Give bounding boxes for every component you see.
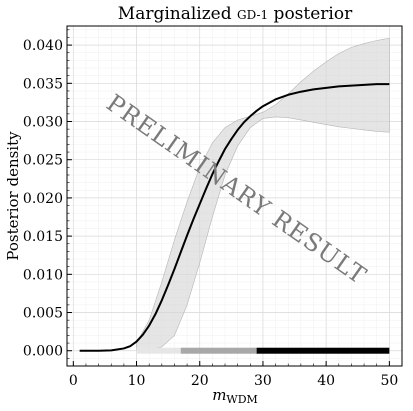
y-tick-label: 0.010 bbox=[23, 267, 63, 283]
x-axis-label-sub: WDM bbox=[226, 393, 257, 406]
y-tick-label: 0.000 bbox=[23, 344, 63, 360]
x-tick-label: 10 bbox=[128, 373, 146, 389]
x-tick-label: 40 bbox=[317, 373, 335, 389]
x-tick-label: 0 bbox=[69, 373, 78, 389]
y-axis-label: Posterior density bbox=[4, 131, 22, 261]
posterior-line-group bbox=[79, 83, 390, 352]
y-tick-label: 0.020 bbox=[23, 191, 63, 207]
title-smallcaps: GD-1 bbox=[237, 8, 268, 22]
credible-interval-bars bbox=[136, 347, 390, 354]
credible-interval-bar bbox=[256, 347, 390, 354]
title-main: Marginalized bbox=[118, 4, 237, 24]
plot-frame bbox=[66, 25, 403, 367]
x-tick-label: 50 bbox=[380, 373, 398, 389]
y-tick-label: 0.040 bbox=[23, 38, 63, 54]
credible-interval-bar bbox=[136, 347, 181, 354]
y-tick-label: 0.005 bbox=[23, 306, 63, 322]
title-end: posterior bbox=[268, 4, 353, 24]
credible-band bbox=[136, 37, 390, 352]
credible-band-area bbox=[136, 37, 390, 352]
y-tick-label: 0.015 bbox=[23, 229, 63, 245]
x-tick-label: 30 bbox=[254, 373, 272, 389]
credible-interval-bar bbox=[180, 347, 257, 354]
y-tick-label: 0.025 bbox=[23, 153, 63, 169]
x-tick-label: 20 bbox=[191, 373, 209, 389]
posterior-line bbox=[79, 83, 390, 352]
x-axis-label-main: m bbox=[212, 386, 226, 404]
y-tick-label: 0.030 bbox=[23, 115, 63, 131]
y-tick-label: 0.035 bbox=[23, 76, 63, 92]
x-axis-label: mWDM bbox=[212, 386, 258, 406]
chart-title: Marginalized GD-1 posterior bbox=[118, 4, 353, 24]
ticks: 0 10 20 30 40 50 0.000 0.005 0.010 0.015 0.020 0.02… bbox=[23, 29, 403, 389]
